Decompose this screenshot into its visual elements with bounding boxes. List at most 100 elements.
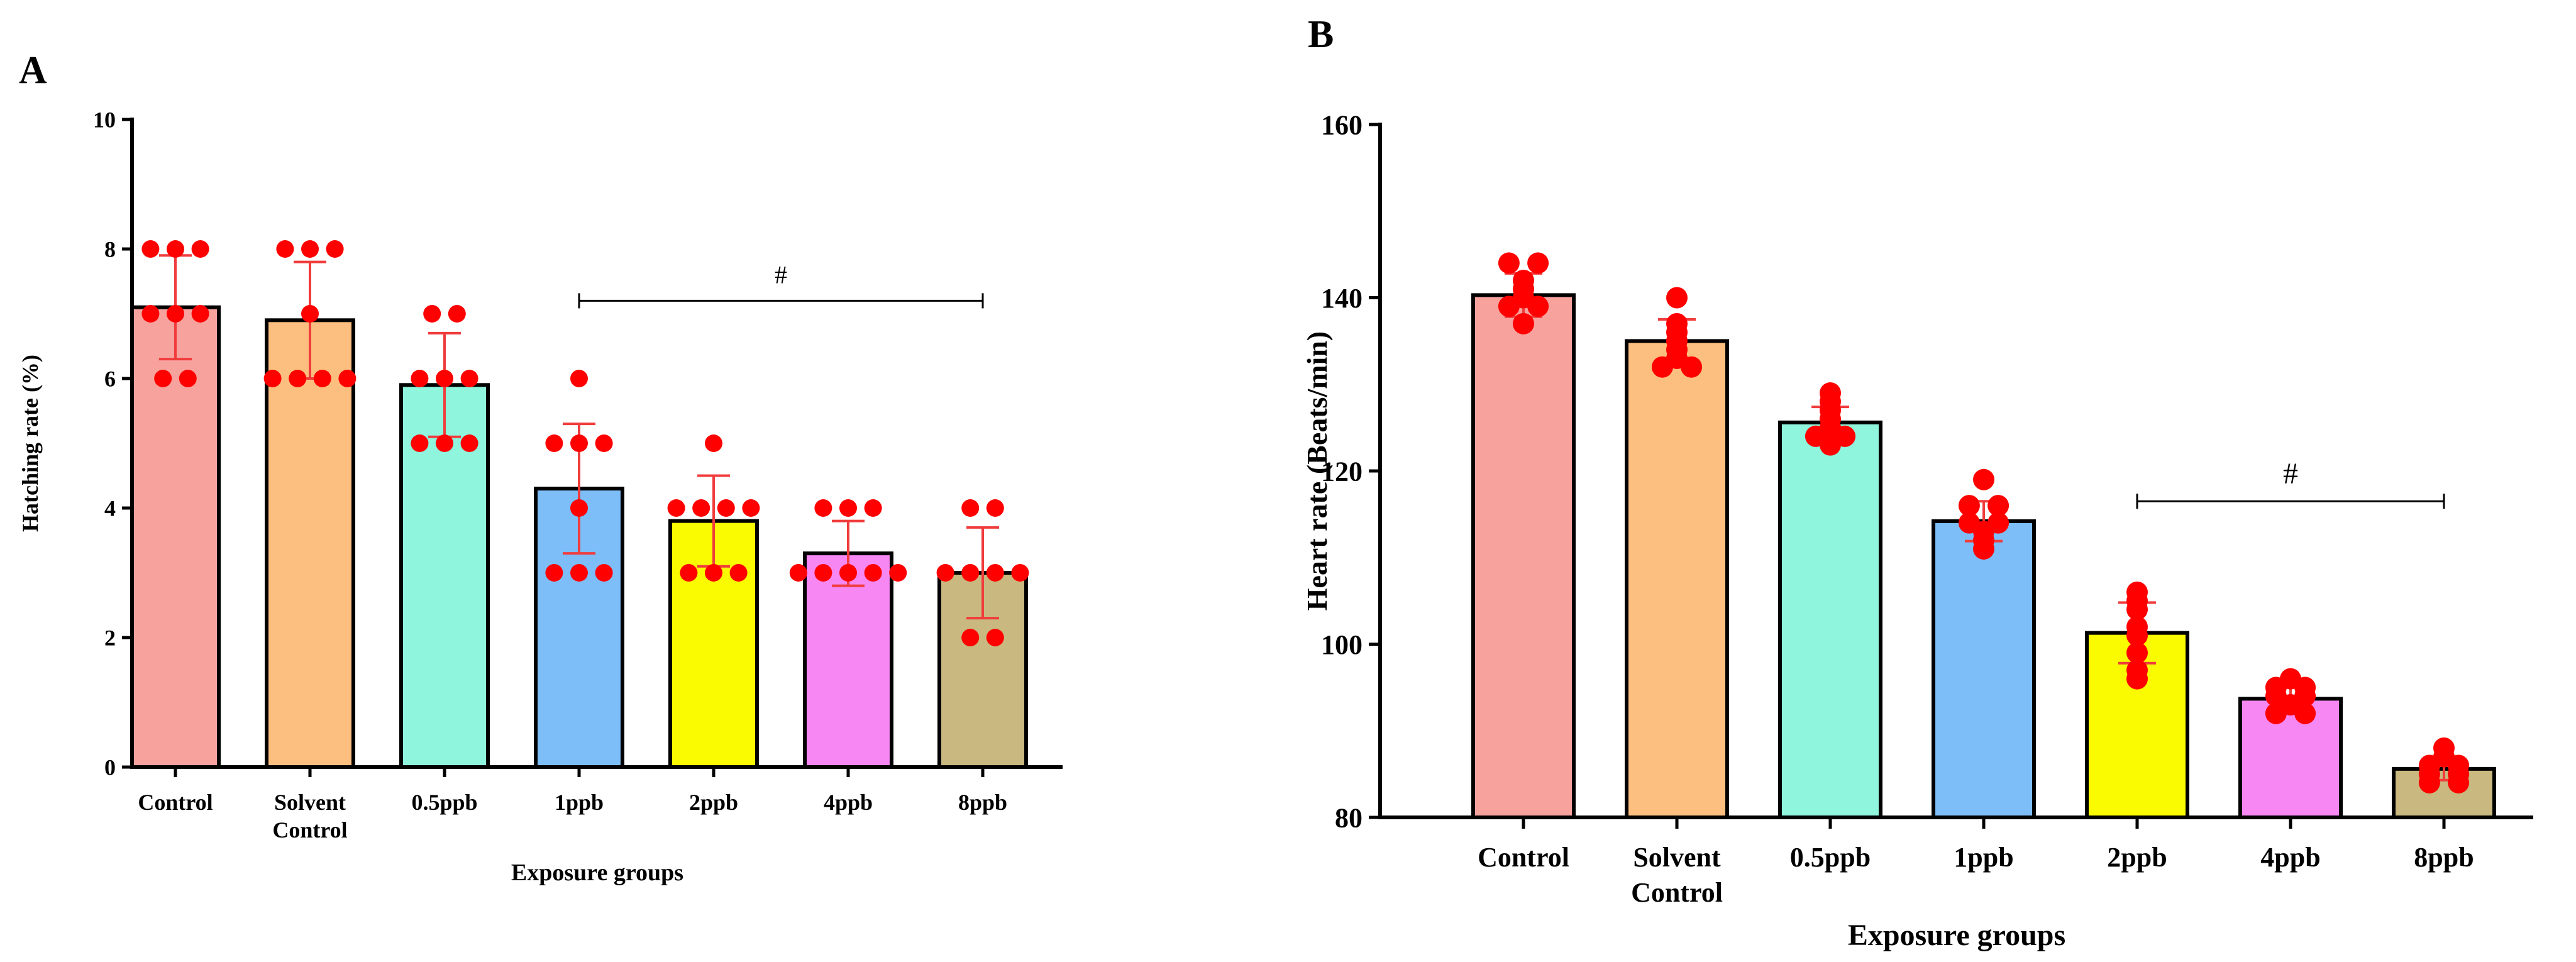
data-point [570,499,588,517]
data-point [460,434,478,452]
data-point [705,564,722,582]
x-tick-label: 2ppb [689,790,738,815]
data-point [313,370,331,387]
data-point [705,434,722,452]
x-tick-label: Control [272,817,347,843]
data-point [448,305,466,323]
data-point [729,564,748,582]
data-point [595,434,613,452]
data-point [986,499,1004,517]
data-point [1513,269,1534,291]
x-tick-label: 1ppb [1954,842,2013,873]
x-axis-label: Exposure groups [1848,919,2065,952]
data-point [789,564,807,582]
data-point [936,564,954,582]
data-point [889,564,907,582]
data-point [1958,495,1980,517]
data-point [460,370,478,387]
data-point [961,564,980,582]
bar-b-1 [1625,339,1729,819]
x-tick-label: 8ppb [2414,842,2474,873]
data-point [1987,495,2009,517]
data-point [167,240,184,258]
data-point [545,434,563,452]
data-point [326,240,344,258]
x-tick-label: 4ppb [2260,842,2320,873]
y-tick-label: 6 [104,367,116,392]
data-point [1973,468,1994,490]
data-point [1987,512,2009,534]
y-axis-label: Hatching rate (%) [18,355,43,532]
x-tick-label: 1ppb [555,790,604,815]
panel-b: B 80 100 120 140 160 Control Solvent Control 0.5… [1301,13,2533,952]
data-point [1958,512,1980,534]
y-tick-label: 2 [104,626,116,651]
data-point [2433,737,2455,759]
data-point [692,499,710,517]
bar-b-0 [1471,293,1576,819]
data-point [839,499,857,517]
data-point [1527,252,1549,274]
data-point [301,305,319,323]
data-point [680,564,698,582]
y-tick-label: 120 [1321,456,1363,487]
data-point [839,564,857,582]
y-tick-label: 80 [1335,802,1363,833]
bar-a-5 [803,551,893,769]
x-tick-label: Solvent [274,790,346,815]
data-point [141,240,160,258]
data-point [423,305,441,323]
data-point [717,499,735,517]
data-point [1820,382,1841,404]
data-point [570,564,588,582]
x-tick-label: Control [1631,877,1723,908]
data-point [961,499,980,517]
data-point [1666,312,1688,334]
data-point [864,499,882,517]
data-point [167,305,184,323]
bar-b-2 [1778,420,1882,819]
data-point [338,370,357,387]
data-point [263,370,282,387]
bar-a-1 [265,318,355,769]
data-point [191,305,209,323]
panel-a-letter: A [19,49,47,92]
data-point [1513,312,1534,334]
data-point [545,564,563,582]
data-point [411,370,429,387]
x-tick-label: Solvent [1633,842,1721,873]
data-point [742,499,760,517]
bar-a-0 [130,305,221,769]
data-point [2126,659,2148,681]
data-point [141,305,160,323]
x-tick-label: 2ppb [2107,842,2167,873]
data-point [289,370,307,387]
y-tick-label: 10 [93,108,116,133]
data-point [191,240,209,258]
x-tick-label: 0.5ppb [1790,842,1871,873]
x-tick-label: 0.5ppb [411,790,477,815]
y-tick-label: 140 [1321,283,1363,314]
significance-label: # [2283,457,2298,490]
data-point [986,564,1004,582]
data-point [154,370,172,387]
y-tick-label: 0 [104,755,116,780]
data-point [2280,668,2301,690]
data-point [570,370,588,387]
y-tick-label: 100 [1321,629,1363,660]
data-point [2126,642,2148,664]
panel-b-letter: B [1308,13,1334,56]
data-point [436,370,453,387]
data-point [986,629,1004,646]
data-point [864,564,882,582]
data-point [2126,616,2148,638]
data-point [1011,564,1029,582]
x-axis-label: Exposure groups [511,860,683,886]
x-tick-label: Control [1478,842,1569,873]
data-point [2126,581,2148,603]
x-tick-label: 8ppb [958,790,1007,815]
bar-b-5 [2238,697,2343,819]
data-point [1498,252,1520,274]
